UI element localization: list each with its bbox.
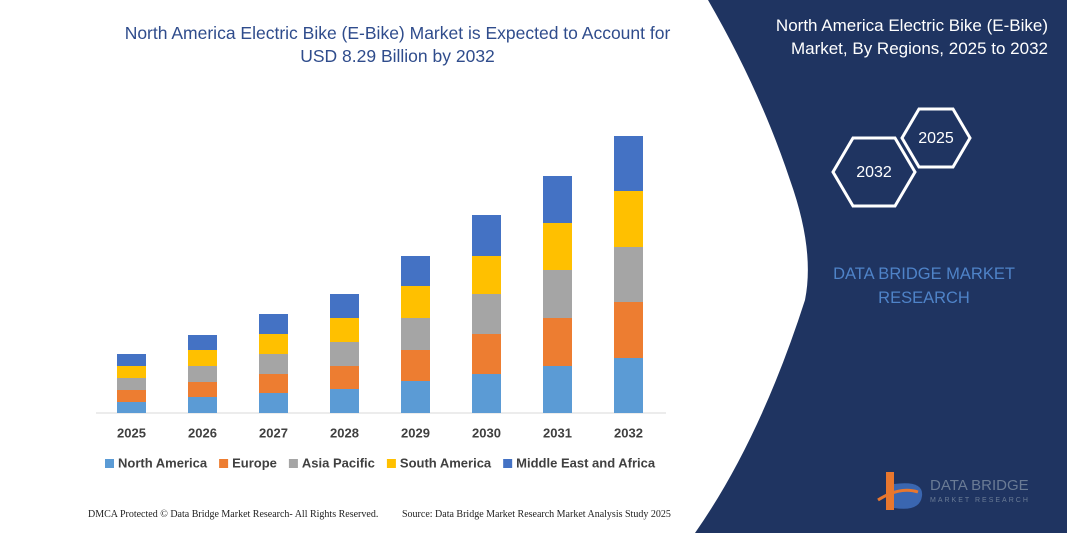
bar-segment (472, 334, 501, 374)
bar-segment (401, 318, 430, 350)
legend-label: North America (118, 455, 208, 470)
bar-segment (117, 402, 146, 413)
bar-segment (401, 286, 430, 318)
bar-segment (472, 215, 501, 256)
bar-segment (188, 382, 217, 397)
bar-segment (543, 176, 572, 223)
x-tick-label: 2026 (188, 425, 217, 440)
bar-segment (259, 314, 288, 334)
bar-segment (614, 247, 643, 302)
footer-right: Source: Data Bridge Market Research Mark… (402, 509, 671, 520)
logo-name: DATA BRIDGE (930, 477, 1029, 494)
bar-segment (472, 374, 501, 413)
legend-swatch (219, 459, 229, 468)
x-tick-label: 2025 (117, 425, 146, 440)
legend-swatch (386, 459, 396, 468)
bar-segment (614, 302, 643, 358)
bar-segment (543, 318, 572, 366)
brand: DATA BRIDGE MARKET RESEARCH (833, 265, 1015, 307)
bar-segment (330, 294, 359, 318)
x-tick-label: 2031 (543, 425, 572, 440)
side-panel (695, 0, 1067, 533)
bar-segment (188, 397, 217, 413)
bar-segment (259, 334, 288, 354)
bar-segment (401, 350, 430, 381)
bar-segment (472, 256, 501, 294)
hex-label: 2032 (856, 164, 892, 181)
hexagon (900, 107, 972, 169)
bar-segment (330, 318, 359, 342)
bar-segment (472, 294, 501, 334)
logo-icon (877, 472, 923, 510)
bar-segment (188, 366, 217, 382)
bar-segment (117, 366, 146, 378)
bar-segment (614, 358, 643, 413)
hex-label: 2025 (918, 130, 954, 147)
hexagon (831, 136, 917, 208)
legend-swatch (503, 459, 513, 468)
legend-swatch (105, 459, 114, 468)
bar-segment (188, 335, 217, 350)
x-tick-label: 2030 (472, 425, 501, 440)
bar-segment (401, 256, 430, 286)
bar-segment (614, 191, 643, 247)
legend-label: South America (400, 455, 492, 470)
bar-segment (117, 354, 146, 366)
bar-segment (117, 378, 146, 390)
x-tick-label: 2027 (259, 425, 288, 440)
bar-segment (543, 270, 572, 318)
bar-segment (543, 223, 572, 270)
footer-left: DMCA Protected © Data Bridge Market Rese… (88, 509, 379, 520)
legend-label: Middle East and Africa (516, 455, 656, 470)
bar-segment (543, 366, 572, 413)
x-tick-label: 2029 (401, 425, 430, 440)
bar-segment (188, 350, 217, 366)
bar-segment (259, 374, 288, 393)
bar-segment (259, 354, 288, 374)
bar-segment (401, 381, 430, 413)
panel-title: North America Electric Bike (E-Bike) Mar… (775, 16, 1048, 58)
x-tick-label: 2032 (614, 425, 643, 440)
bar-segment (330, 366, 359, 389)
chart-title: North America Electric Bike (E-Bike) Mar… (124, 23, 671, 66)
bar-segment (117, 390, 146, 402)
legend-swatch (288, 459, 298, 468)
bar-segment (259, 393, 288, 413)
x-tick-label: 2028 (330, 425, 359, 440)
legend-label: Asia Pacific (302, 455, 375, 470)
bar-segment (330, 342, 359, 366)
logo-tagline: MARKET RESEARCH (930, 497, 1030, 504)
bar-segment (330, 389, 359, 413)
legend-label: Europe (232, 455, 277, 470)
bar-segment (614, 136, 643, 191)
